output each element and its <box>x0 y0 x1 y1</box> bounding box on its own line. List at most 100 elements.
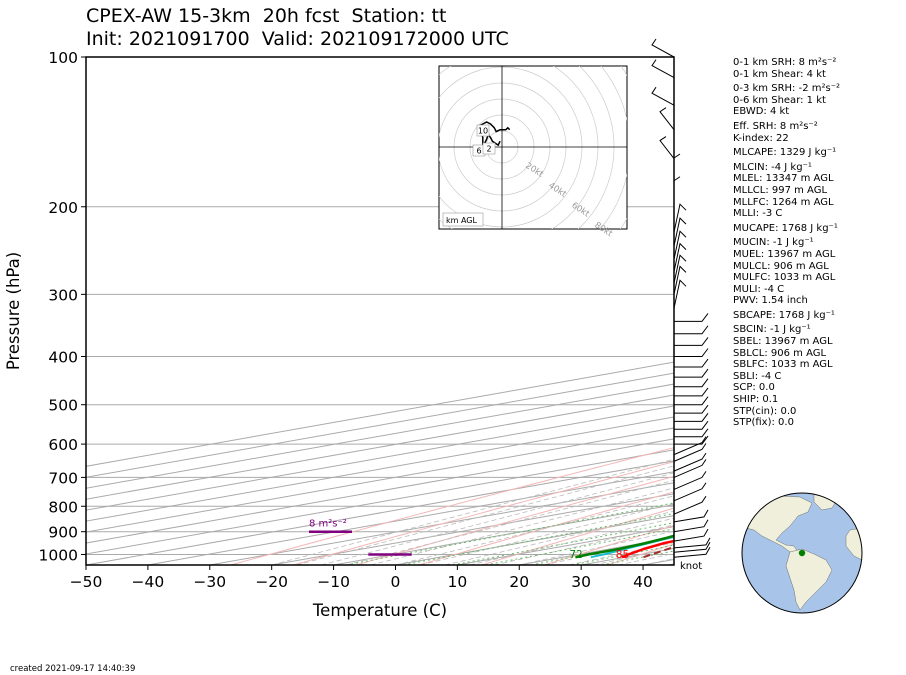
x-tick-label: −30 <box>193 573 226 591</box>
moist-adiabat <box>519 530 674 565</box>
plot-frame <box>85 56 675 566</box>
isotherm <box>86 416 674 522</box>
wind-barb <box>673 176 681 207</box>
dry-adiabat <box>356 475 674 565</box>
created-timestamp: created 2021-09-17 14:40:39 <box>10 664 136 674</box>
isotherm <box>86 438 674 544</box>
sounding-index: MULI: -4 C <box>733 283 785 295</box>
wind-barb <box>674 420 709 430</box>
isotherm <box>86 427 674 533</box>
skewt-axes: −50 −40 −30 −20 −10 0 10 20 30 40 100 200 300 400 500 6… <box>4 49 675 620</box>
dry-adiabat <box>859 57 906 565</box>
wind-barb <box>673 254 687 284</box>
moist-adiabat <box>395 495 674 565</box>
wind-barb <box>673 203 687 233</box>
chart-title-line1: CPEX-AW 15-3km 20h fcst Station: tt <box>86 5 447 27</box>
wind-barb <box>674 358 709 368</box>
dry-adiabat <box>481 507 674 565</box>
wind-barb <box>659 136 675 159</box>
moist-adiabat <box>469 517 674 565</box>
y-tick-label: 800 <box>48 498 78 516</box>
surface-value-label: 85 <box>616 549 629 561</box>
moist-adiabat <box>370 487 674 565</box>
sounding-index: SBEL: 13967 m AGL <box>733 336 833 348</box>
y-tick-label: 900 <box>48 524 78 542</box>
wind-barb <box>673 153 681 184</box>
hodograph-level-label: 2 <box>486 145 491 154</box>
wind-barb <box>673 495 707 515</box>
sounding-index: EBWD: 4 kt <box>733 106 790 118</box>
sounding-index: SBLCL: 906 m AGL <box>733 347 827 359</box>
sounding-indices-panel: 0-1 km SRH: 8 m²s⁻² 0-1 km Shear: 4 kt 0-3… <box>733 57 840 429</box>
surface-value-label: 72 <box>569 549 582 561</box>
sounding-index: Eff. SRH: 8 m²s⁻² <box>733 120 818 132</box>
sounding-index: STP(cin): 0.0 <box>733 405 797 417</box>
wind-barb <box>674 413 709 422</box>
sounding-index: K-index: 22 <box>733 132 789 144</box>
x-tick-label: 20 <box>509 573 529 591</box>
moist-adiabat <box>444 510 674 565</box>
wind-barb <box>673 482 707 502</box>
x-tick-label: 30 <box>571 573 591 591</box>
wind-barb <box>673 443 707 462</box>
globe-outline <box>741 492 863 614</box>
wind-barb <box>673 537 711 549</box>
wind-barb <box>659 107 675 130</box>
x-tick-label: 40 <box>633 573 653 591</box>
y-tick-label: 200 <box>48 199 78 217</box>
sounding-index: 0-1 km Shear: 4 kt <box>733 68 826 80</box>
sounding-index: MULCL: 906 m AGL <box>733 260 829 272</box>
wind-barb <box>674 404 709 414</box>
x-axis-label: Temperature (C) <box>312 601 447 620</box>
hodograph-level-label: 6 <box>476 147 481 156</box>
wind-barb <box>673 528 709 542</box>
sounding-index: MLEL: 13347 m AGL <box>733 173 834 185</box>
chart-title-line2: Init: 2021091700 Valid: 202109172000 UTC <box>86 28 509 50</box>
station-map-globe <box>741 492 863 614</box>
isotherm <box>86 449 674 555</box>
wind-barb <box>674 387 709 397</box>
isotherm <box>147 471 674 565</box>
moist-adiabat <box>296 465 674 565</box>
sounding-index: MLLI: -3 C <box>733 208 783 220</box>
sounding-index: MLCAPE: 1329 J kg⁻¹ <box>733 147 837 159</box>
wind-barb <box>673 459 707 478</box>
wind-barb <box>673 542 711 553</box>
wind-barb <box>673 265 687 295</box>
sounding-index: MULFC: 1033 m AGL <box>733 272 836 284</box>
wind-barb <box>673 519 709 533</box>
wind-barb <box>673 471 707 490</box>
mixing-ratio-line <box>403 512 674 565</box>
wind-barb <box>674 396 709 406</box>
dry-adiabat <box>230 447 674 565</box>
sounding-index: 0-3 km SRH: -2 m²s⁻² <box>733 83 840 95</box>
skewt-grid <box>86 57 906 565</box>
sounding-index: PWV: 1.54 inch <box>733 295 808 307</box>
y-axis-label: Pressure (hPa) <box>4 252 23 370</box>
wind-barb <box>674 378 709 388</box>
wind-barbs: knot <box>651 38 711 572</box>
x-tick-label: 10 <box>448 573 468 591</box>
wind-barb <box>673 279 687 309</box>
sounding-index: 0-1 km SRH: 8 m²s⁻² <box>733 57 837 68</box>
isotherm <box>86 383 674 489</box>
dry-adiabat <box>419 491 674 565</box>
y-tick-label: 500 <box>48 397 78 415</box>
sounding-index: MLLFC: 1264 m AGL <box>733 196 834 208</box>
wind-barb <box>674 348 709 357</box>
isotherm <box>86 394 674 500</box>
sounding-index: SCP: 0.0 <box>733 382 775 394</box>
skewt-series: 8 m²s⁻² 72 85 <box>309 519 674 561</box>
srh-label: 8 m²s⁻² <box>309 519 347 530</box>
y-tick-label: 400 <box>48 349 78 367</box>
wind-barb <box>673 509 709 523</box>
wind-unit-label: knot <box>680 561 702 572</box>
isotherm <box>86 460 674 565</box>
sounding-index: MLCIN: -4 J kg⁻¹ <box>733 161 812 173</box>
dry-adiabat <box>544 524 674 565</box>
hodograph-trace <box>478 121 511 152</box>
sounding-index: SBCAPE: 1768 J kg⁻¹ <box>733 309 835 321</box>
hodograph-level-label: 10 <box>478 127 488 136</box>
wind-barb <box>651 59 675 79</box>
